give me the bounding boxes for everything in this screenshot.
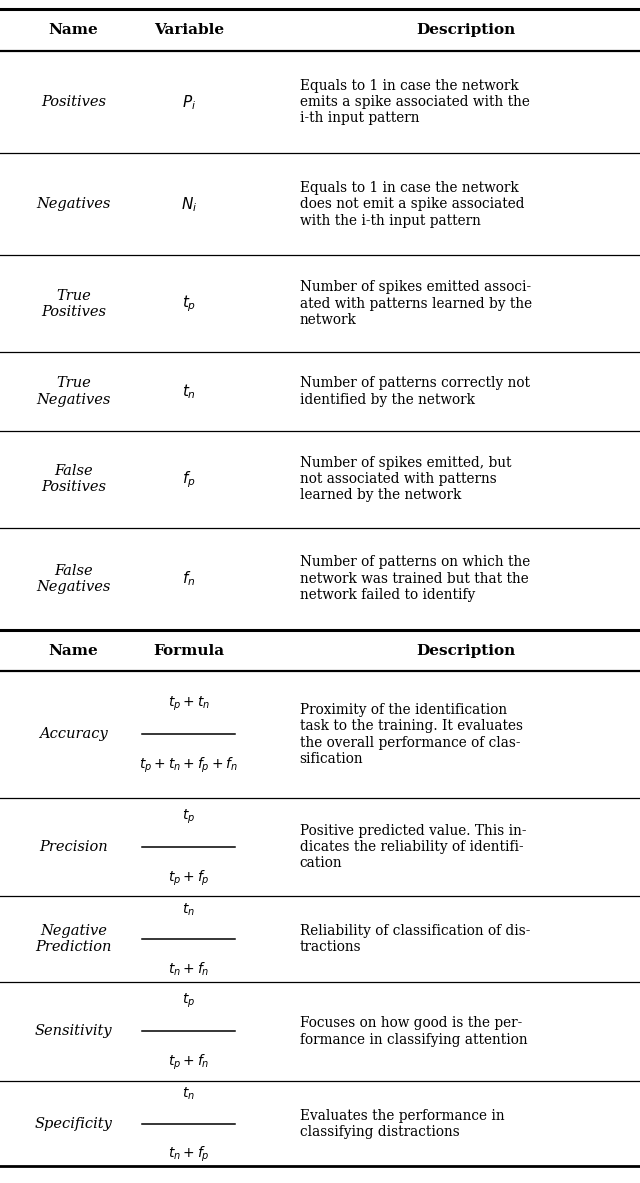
Text: Reliability of classification of dis-
tractions: Reliability of classification of dis- tr… <box>300 924 530 955</box>
Text: Formula: Formula <box>153 644 225 658</box>
Text: $t_n+f_n$: $t_n+f_n$ <box>168 961 209 978</box>
Text: $t_p+t_n+f_p+f_n$: $t_p+t_n+f_p+f_n$ <box>140 756 238 775</box>
Text: Variable: Variable <box>154 24 224 38</box>
Text: Focuses on how good is the per-
formance in classifying attention: Focuses on how good is the per- formance… <box>300 1016 527 1047</box>
Text: Negative
Prediction: Negative Prediction <box>35 924 112 955</box>
Text: $t_n$: $t_n$ <box>182 901 195 918</box>
Text: Number of spikes emitted, but
not associated with patterns
learned by the networ: Number of spikes emitted, but not associ… <box>300 457 511 503</box>
Text: Negatives: Negatives <box>36 198 111 212</box>
Text: Name: Name <box>49 644 99 658</box>
Text: Accuracy: Accuracy <box>39 728 108 742</box>
Text: Number of spikes emitted associ-
ated with patterns learned by the
network: Number of spikes emitted associ- ated wi… <box>300 280 532 327</box>
Text: Equals to 1 in case the network
emits a spike associated with the
i-th input pat: Equals to 1 in case the network emits a … <box>300 79 529 125</box>
Text: $f_n$: $f_n$ <box>182 569 195 588</box>
Text: $f_p$: $f_p$ <box>182 468 196 490</box>
Text: $N_i$: $N_i$ <box>180 195 197 214</box>
Text: Description: Description <box>416 24 516 38</box>
Text: $t_p+t_n$: $t_p+t_n$ <box>168 694 210 713</box>
Text: Positive predicted value. This in-
dicates the reliability of identifi-
cation: Positive predicted value. This in- dicat… <box>300 823 526 871</box>
Text: True
Positives: True Positives <box>41 289 106 318</box>
Text: Description: Description <box>416 644 516 658</box>
Text: Number of patterns correctly not
identified by the network: Number of patterns correctly not identif… <box>300 376 529 407</box>
Text: Evaluates the performance in
classifying distractions: Evaluates the performance in classifying… <box>300 1108 504 1139</box>
Text: True
Negatives: True Negatives <box>36 376 111 407</box>
Text: $t_p+f_n$: $t_p+f_n$ <box>168 1053 209 1072</box>
Text: $t_p+f_p$: $t_p+f_p$ <box>168 868 210 887</box>
Text: Name: Name <box>49 24 99 38</box>
Text: $t_p$: $t_p$ <box>182 991 195 1010</box>
Text: Number of patterns on which the
network was trained but that the
network failed : Number of patterns on which the network … <box>300 556 530 602</box>
Text: $t_n$: $t_n$ <box>182 382 196 401</box>
Text: Sensitivity: Sensitivity <box>35 1024 113 1039</box>
Text: Equals to 1 in case the network
does not emit a spike associated
with the i-th i: Equals to 1 in case the network does not… <box>300 181 524 227</box>
Text: Proximity of the identification
task to the training. It evaluates
the overall p: Proximity of the identification task to … <box>300 703 522 765</box>
Text: $t_n+f_p$: $t_n+f_p$ <box>168 1145 210 1164</box>
Text: Specificity: Specificity <box>35 1117 113 1131</box>
Text: $P_i$: $P_i$ <box>182 93 196 111</box>
Text: False
Positives: False Positives <box>41 464 106 494</box>
Text: Precision: Precision <box>39 840 108 854</box>
Text: False
Negatives: False Negatives <box>36 563 111 594</box>
Text: $t_n$: $t_n$ <box>182 1086 195 1103</box>
Text: $t_p$: $t_p$ <box>182 293 196 313</box>
Text: $t_p$: $t_p$ <box>182 808 195 826</box>
Text: Positives: Positives <box>41 95 106 109</box>
